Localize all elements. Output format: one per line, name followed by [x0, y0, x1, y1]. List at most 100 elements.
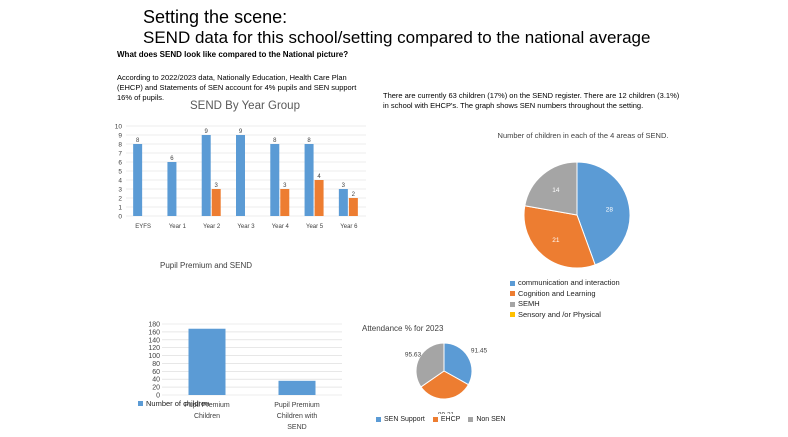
pupil-premium-legend: Number of children: [138, 399, 209, 408]
school-paragraph: There are currently 63 children (17%) on…: [383, 91, 680, 110]
national-paragraph: According to 2022/2023 data, Nationally …: [117, 73, 357, 102]
areas-pie-legend: communication and interaction Cognition …: [510, 278, 620, 320]
y-tick-label: 40: [152, 377, 160, 384]
legend-label: Sensory and /or Physical: [518, 309, 601, 319]
attendance-pie-title: Attendance % for 2023: [362, 324, 444, 333]
pie-slice: [420, 370, 470, 400]
y-tick-label: 140: [148, 337, 160, 344]
bar-data-label: 4: [317, 174, 321, 180]
x-tick-label: EYFS: [135, 224, 151, 230]
bar-data-label: 8: [136, 138, 140, 144]
y-tick-label: 0: [118, 214, 122, 221]
legend-swatch: [376, 417, 381, 422]
y-tick-label: 0: [156, 393, 160, 400]
y-tick-label: 4: [118, 178, 122, 185]
legend-swatch: [510, 312, 515, 318]
x-tick-label: Children with: [277, 413, 318, 420]
question-heading: What does SEND look like compared to the…: [117, 50, 349, 59]
legend-swatch: [432, 417, 438, 422]
y-tick-label: 3: [118, 187, 122, 194]
pupil-premium-chart-title: Pupil Premium and SEND: [160, 261, 253, 270]
x-tick-label: Year 4: [272, 224, 290, 230]
y-tick-label: 2: [118, 196, 122, 203]
bar-data-label: 9: [205, 129, 209, 135]
pie-slice: [415, 342, 445, 388]
y-tick-label: 20: [152, 385, 160, 392]
x-tick-label: Year 5: [306, 224, 324, 230]
y-tick-label: 180: [148, 322, 160, 329]
x-tick-label: Pupil Premium: [274, 402, 320, 409]
pie-data-label: 89.21: [438, 411, 455, 414]
legend-label: Number of children: [146, 399, 210, 408]
x-tick-label: Pupil Premium: [184, 402, 230, 409]
areas-pie-title: Number of children in each of the 4 area…: [497, 131, 669, 140]
pie-slice: [576, 161, 631, 266]
bar: [236, 135, 245, 216]
y-tick-label: 80: [152, 361, 160, 368]
legend-label: SEN Support: [384, 416, 425, 423]
bar: [304, 144, 314, 216]
pie-slice: [443, 342, 473, 386]
bar: [270, 144, 280, 216]
legend-item: Non SEN: [468, 416, 506, 423]
y-tick-label: 8: [118, 142, 122, 149]
legend-label: SEMH: [518, 299, 540, 308]
legend-label: EHCP: [440, 416, 461, 423]
pie-data-label: 14: [552, 187, 560, 194]
legend-label: communication and interaction: [518, 278, 620, 287]
bar-data-label: 6: [170, 156, 174, 162]
bar-data-label: 9: [239, 129, 243, 135]
legend-swatch: [510, 280, 515, 286]
legend-item: Cognition and Learning: [510, 289, 620, 300]
legend-swatch: [510, 291, 515, 297]
bar: [278, 380, 316, 395]
bar-data-label: 2: [352, 192, 356, 198]
year-group-chart-title: SEND By Year Group: [190, 100, 300, 112]
bar-data-label: 8: [273, 138, 277, 144]
y-tick-label: 10: [115, 124, 123, 131]
bar: [133, 144, 143, 216]
bar-data-label: 3: [283, 183, 287, 189]
y-tick-label: 120: [148, 345, 160, 352]
bar-data-label: 8: [307, 138, 311, 144]
y-tick-label: 5: [118, 169, 122, 176]
bar: [167, 162, 177, 216]
pie-data-label: 91.45: [471, 347, 488, 354]
legend-swatch: [468, 417, 474, 422]
legend-label: Cognition and Learning: [518, 288, 596, 298]
legend-item: communication and interaction: [510, 278, 620, 289]
pie-slice: [523, 205, 596, 269]
legend-swatch: [510, 301, 515, 307]
legend-swatch: [138, 401, 143, 406]
attendance-pie-chart: 91.45 89.21 95.63: [405, 342, 488, 414]
pie-data-label: 95.63: [405, 352, 422, 359]
x-tick-label: Year 2: [203, 224, 221, 230]
bar: [280, 189, 290, 216]
x-tick-label: Year 1: [169, 224, 187, 230]
areas-pie-chart: 28 21 14: [523, 161, 631, 269]
y-tick-label: 160: [148, 329, 160, 336]
x-tick-label: Year 6: [340, 224, 358, 230]
bar: [188, 328, 226, 395]
legend-item: Sensory and /or Physical: [510, 310, 620, 321]
bar: [348, 198, 358, 216]
y-tick-label: 7: [118, 151, 122, 158]
attendance-pie-legend: SEN Support EHCP Non SEN: [376, 416, 506, 423]
bar-data-label: 3: [342, 183, 346, 189]
y-tick-label: 60: [152, 369, 160, 376]
bar: [211, 189, 221, 216]
legend-label: Non SEN: [476, 416, 506, 423]
bar-data-label: 3: [215, 183, 219, 189]
y-tick-label: 1: [118, 205, 122, 212]
legend-item: SEMH: [510, 299, 620, 310]
x-tick-label: Children: [194, 413, 220, 420]
slide-title: Setting the scene:: [143, 7, 288, 27]
y-tick-label: 6: [118, 160, 122, 167]
x-tick-label: SEND: [287, 424, 306, 431]
x-tick-label: Year 3: [237, 224, 255, 230]
y-tick-label: 100: [148, 353, 160, 360]
legend-item: SEN Support: [376, 416, 425, 423]
bar: [201, 135, 211, 216]
